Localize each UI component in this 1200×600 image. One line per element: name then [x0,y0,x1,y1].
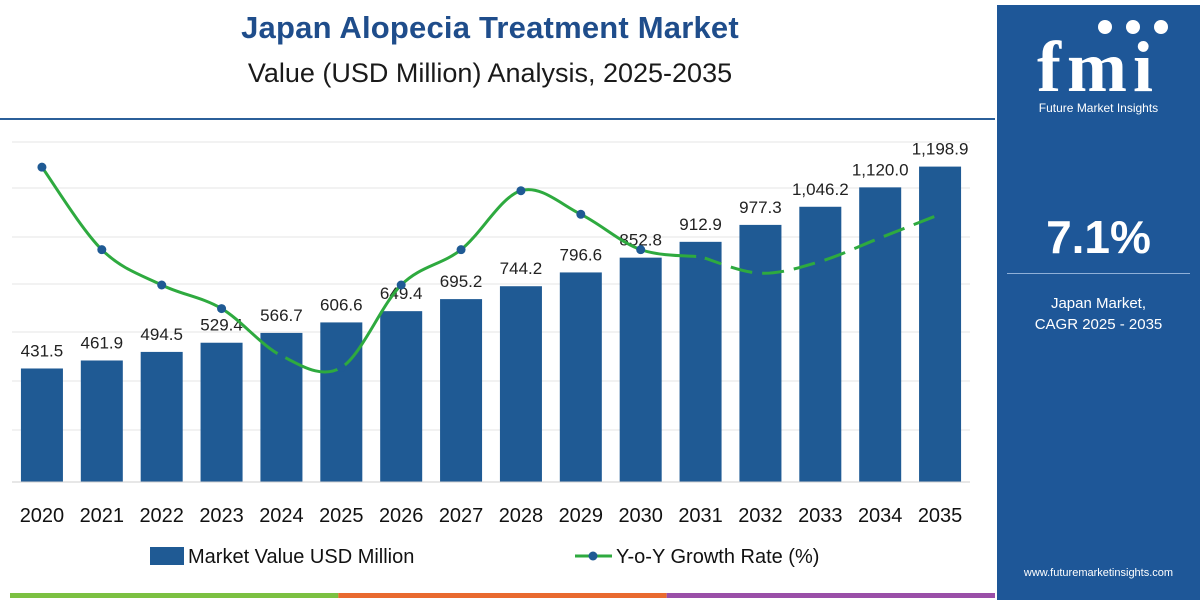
bar [320,322,363,482]
stripe-segment [10,593,339,598]
growth-point [696,252,706,262]
bar [80,360,123,482]
growth-point [157,280,167,290]
bar-value-label: 977.3 [739,198,782,217]
logo-subtitle: Future Market Insights [1038,101,1159,115]
bar [440,299,483,482]
x-tick-label: 2033 [798,505,843,527]
legend-label-line: Y-o-Y Growth Rate (%) [616,546,819,568]
bar [679,241,722,482]
growth-point [276,351,286,361]
growth-point [576,209,586,219]
bar-value-label: 796.6 [560,245,603,264]
stripe-segment [666,593,995,598]
title-divider [0,118,995,120]
bar-value-label: 529.4 [200,316,243,335]
legend-swatch-bars [150,547,184,565]
chart-area: Japan Alopecia Treatment Market Value (U… [0,10,995,568]
bar-value-label: 695.2 [440,272,483,291]
website-link[interactable]: www.futuremarketinsights.com [1023,567,1174,579]
growth-point [97,245,107,255]
cagr-label-region: Japan Market, [1050,295,1147,312]
bar-value-label: 494.5 [140,325,183,344]
growth-point [396,280,406,290]
bar-value-label: 461.9 [81,333,124,352]
x-tick-label: 2032 [738,505,783,527]
x-tick-label: 2022 [139,505,184,527]
x-tick-label: 2034 [858,505,903,527]
bar [619,257,662,482]
growth-point [37,162,47,172]
bottom-color-stripe [10,593,995,598]
bar [559,272,602,482]
bar [20,368,63,482]
legend-swatch-marker [588,551,598,561]
bar [739,224,782,482]
growth-point [336,363,346,372]
growth-point [516,186,526,196]
bar-value-label: 606.6 [320,295,363,314]
fmi-logo: fmi [1037,20,1168,107]
x-tick-label: 2030 [618,505,663,527]
bar-value-label: 744.2 [500,259,543,278]
chart-title: Japan Alopecia Treatment Market [241,10,739,45]
x-tick-label: 2020 [20,505,65,527]
bar-value-label: 1,198.9 [912,140,969,159]
x-tick-label: 2029 [559,505,604,527]
bar-value-label: 1,046.2 [792,180,849,199]
bar [140,351,183,482]
x-tick-label: 2024 [259,505,304,527]
x-tick-label: 2031 [678,505,723,527]
cagr-label-period: CAGR 2025 - 2035 [1034,316,1163,333]
bar-value-label: 912.9 [679,215,722,234]
bar-value-label: 431.5 [21,341,64,360]
bar [200,342,243,482]
x-tick-label: 2025 [319,505,364,527]
bar [380,311,423,482]
x-tick-label: 2027 [439,505,484,527]
bar-line-chart: 431.5 2020 461.9 2021 494.5 2022 529.4 2023 566.… [12,140,970,568]
bar-value-label: 1,120.0 [852,160,909,179]
growth-point [636,245,646,255]
stripe-segment [338,593,667,598]
x-tick-label: 2023 [199,505,244,527]
cagr-divider [1007,273,1190,274]
growth-line-forecast [700,212,941,275]
bar [919,166,962,482]
x-tick-label: 2028 [499,505,544,527]
sidebar-panel: fmi Future Market Insights 7.1% Japan Ma… [997,5,1200,600]
bar [799,206,842,482]
logo-text: fmi [1037,27,1159,107]
bar [499,286,542,482]
bar [859,187,902,482]
growth-point [456,245,466,255]
x-tick-label: 2035 [918,505,963,527]
x-tick-label: 2026 [379,505,424,527]
cagr-value: 7.1% [1046,211,1151,263]
x-tick-label: 2021 [80,505,125,527]
growth-point [217,304,227,314]
bar-value-label: 566.7 [260,306,303,325]
chart-subtitle: Value (USD Million) Analysis, 2025-2035 [247,58,733,88]
legend-label-bars: Market Value USD Million [188,546,414,568]
